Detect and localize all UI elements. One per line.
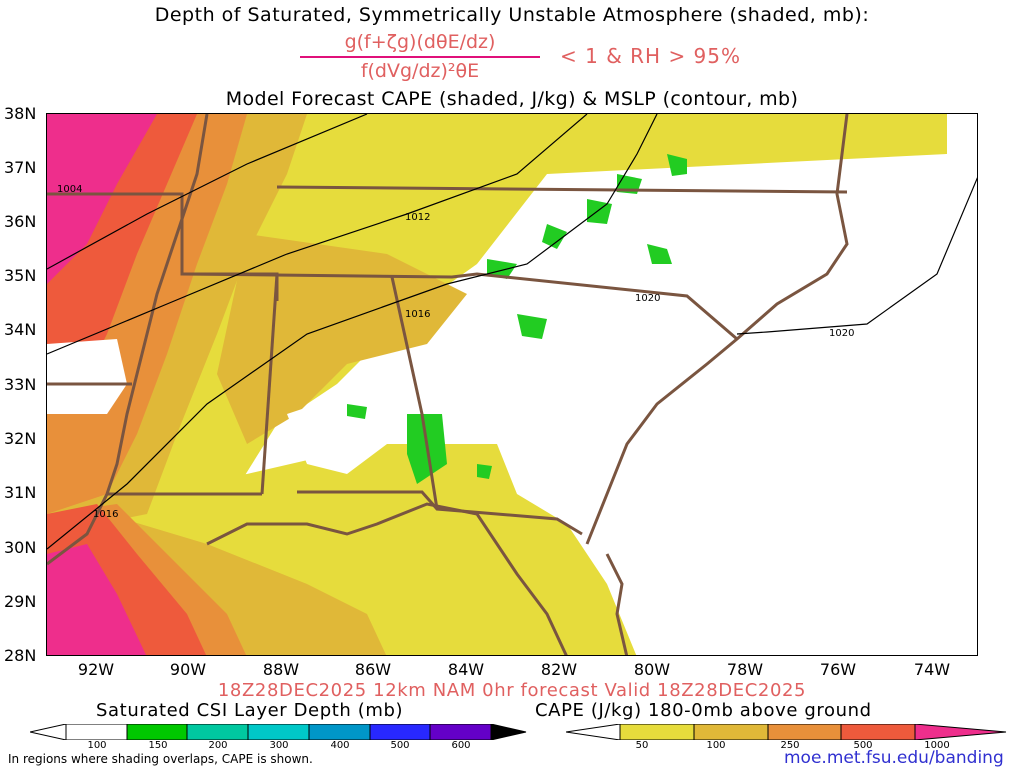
cape-tick: 250 — [780, 740, 800, 751]
isobar-labels: 1004 1012 1016 1016 1020 1020 — [57, 184, 854, 520]
cape-100-region-mid — [217, 234, 467, 444]
csi-tick: 150 — [148, 740, 168, 751]
cape-tick: 500 — [853, 740, 873, 751]
cape-tick: 100 — [706, 740, 726, 751]
csi-tick: 600 — [451, 740, 471, 751]
csi-colorbar-left-tip — [30, 724, 67, 740]
csi-legend-title: Saturated CSI Layer Depth (mb) — [96, 700, 404, 721]
lon-label: 74W — [913, 660, 951, 679]
lon-label: 84W — [447, 660, 485, 679]
lat-label: 36N — [4, 212, 37, 231]
lon-label: 76W — [819, 660, 857, 679]
isobar-label: 1020 — [635, 293, 660, 304]
lon-label: 82W — [540, 660, 578, 679]
coastline — [47, 114, 849, 655]
map-canvas: 1004 1012 1016 1016 1020 1020 — [47, 114, 977, 655]
isobar-label: 1012 — [405, 212, 430, 223]
cape-colorbar-box — [840, 724, 916, 740]
csi-tick: 300 — [269, 740, 289, 751]
formula-fraction-bar — [300, 56, 540, 58]
source-url[interactable]: moe.met.fsu.edu/banding — [784, 748, 1004, 768]
csi-colorbar-box — [65, 724, 128, 740]
lon-label: 92W — [77, 660, 115, 679]
csi-colorbar-box — [126, 724, 188, 740]
lat-label: 31N — [4, 483, 37, 502]
formula-condition: < 1 & RH > 95% — [560, 44, 742, 68]
cape-colorbar — [566, 724, 1007, 740]
cape-colorbar-box — [619, 724, 695, 740]
lat-label: 38N — [4, 104, 37, 123]
cape-colorbar-box — [693, 724, 769, 740]
csi-colorbar — [30, 724, 527, 740]
lat-label: 32N — [4, 429, 37, 448]
no-cape-area-west — [47, 339, 127, 414]
lon-label: 90W — [169, 660, 207, 679]
lon-label: 86W — [354, 660, 392, 679]
cape-colorbar-box — [767, 724, 842, 740]
isobar-label: 1020 — [829, 328, 854, 339]
csi-colorbar-box — [369, 724, 431, 740]
cape-tick: 1000 — [924, 740, 950, 751]
formula-denominator: f(dVg/dz)²θE — [360, 60, 480, 82]
csi-colorbar-box — [308, 724, 371, 740]
no-cape-area — [477, 116, 977, 655]
csi-formula: g(f+ζg)(dθE/dz) f(dVg/dz)²θE — [300, 30, 540, 82]
overlap-footnote: In regions where shading overlaps, CAPE … — [8, 752, 313, 766]
csi-colorbar-box — [186, 724, 249, 740]
lon-label: 88W — [262, 660, 300, 679]
csi-tick: 100 — [87, 740, 107, 751]
cape-colorbar-right-tip — [914, 724, 1007, 740]
title-line-1: Depth of Saturated, Symmetrically Unstab… — [154, 4, 870, 26]
csi-tick: 500 — [390, 740, 410, 751]
isobar-label: 1016 — [93, 509, 118, 520]
isobar-label: 1016 — [405, 309, 430, 320]
forecast-map: 1004 1012 1016 1016 1020 1020 — [46, 113, 978, 656]
lon-label: 80W — [633, 660, 671, 679]
cape-1000-region-gulf — [47, 544, 147, 655]
lat-label: 29N — [4, 592, 37, 611]
lat-label: 28N — [4, 646, 37, 665]
lat-label: 35N — [4, 266, 37, 285]
lat-label: 37N — [4, 158, 37, 177]
lat-label: 33N — [4, 375, 37, 394]
lat-label: 34N — [4, 320, 37, 339]
lon-label: 78W — [726, 660, 764, 679]
cape-1000-region — [47, 114, 157, 284]
csi-colorbar-right-tip — [490, 724, 527, 740]
isobar-label: 1004 — [57, 184, 82, 195]
cape-legend-title: CAPE (J/kg) 180-0mb above ground — [535, 700, 872, 721]
csi-colorbar-box — [429, 724, 492, 740]
cape-colorbar-left-tip — [566, 724, 621, 740]
csi-tick: 400 — [330, 740, 350, 751]
state-borders — [47, 185, 848, 536]
csi-colorbar-box — [247, 724, 310, 740]
valid-time: 18Z28DEC2025 12km NAM 0hr forecast Valid… — [217, 680, 807, 701]
cape-tick: 50 — [635, 740, 649, 751]
lat-label: 30N — [4, 538, 37, 557]
title-line-3: Model Forecast CAPE (shaded, J/kg) & MSL… — [225, 88, 799, 110]
isobars — [47, 114, 977, 550]
csi-tick: 200 — [208, 740, 228, 751]
formula-numerator: g(f+ζg)(dθE/dz) — [344, 31, 496, 53]
